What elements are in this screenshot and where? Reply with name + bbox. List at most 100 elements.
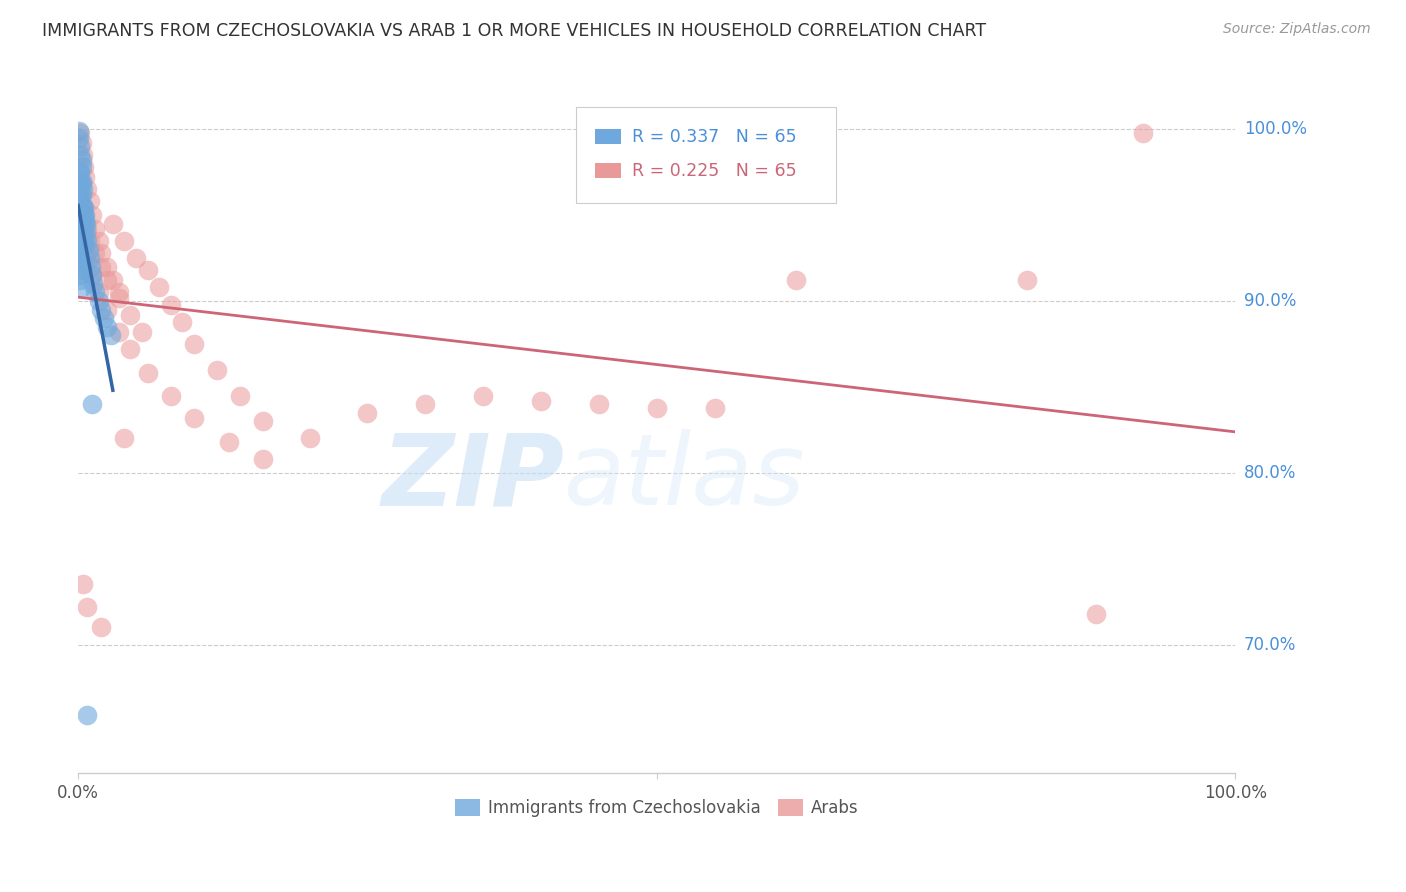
Point [69, 139, 91, 153]
Point [645, 401, 668, 415]
Point [82, 277, 104, 291]
Point [70, 211, 93, 226]
Point [229, 388, 252, 402]
Point [70, 174, 93, 188]
Point [218, 434, 240, 449]
Point [69, 234, 91, 248]
Point [69, 165, 91, 179]
Point [96, 302, 118, 317]
Text: R = 0.225   N = 65: R = 0.225 N = 65 [633, 161, 797, 180]
Bar [595, 163, 621, 178]
Point [76, 599, 98, 614]
Point [125, 251, 148, 265]
Point [73, 208, 96, 222]
Point [67, 131, 90, 145]
Bar [595, 129, 621, 145]
Point [67, 217, 90, 231]
Point [159, 297, 181, 311]
Point [73, 170, 96, 185]
Point [84, 246, 107, 260]
Point [1085, 607, 1108, 621]
Point [93, 311, 115, 326]
Point [77, 243, 100, 257]
Point [84, 222, 107, 236]
Point [1015, 273, 1038, 287]
Text: Source: ZipAtlas.com: Source: ZipAtlas.com [1223, 22, 1371, 37]
Text: atlas: atlas [564, 429, 806, 526]
Point [107, 291, 129, 305]
Point [72, 217, 94, 231]
Point [67, 246, 90, 260]
Point [112, 234, 135, 248]
Point [75, 251, 97, 265]
Point [107, 325, 129, 339]
Text: 80.0%: 80.0% [1244, 464, 1296, 482]
Point [588, 397, 610, 411]
Point [80, 268, 103, 283]
Point [785, 273, 807, 287]
Point [84, 285, 107, 300]
Point [73, 211, 96, 226]
Text: 100.0%: 100.0% [1244, 120, 1306, 138]
Point [69, 194, 91, 209]
Point [70, 280, 93, 294]
Point [67, 182, 90, 196]
Point [67, 194, 90, 209]
Point [67, 225, 90, 239]
Point [70, 136, 93, 150]
Point [1132, 126, 1154, 140]
Point [69, 126, 91, 140]
Point [70, 256, 93, 270]
Point [96, 319, 118, 334]
Point [73, 234, 96, 248]
Point [73, 208, 96, 222]
Point [70, 187, 93, 202]
Point [112, 432, 135, 446]
Point [87, 285, 110, 300]
Point [703, 401, 725, 415]
Point [67, 268, 90, 283]
Point [69, 222, 91, 236]
Point [69, 191, 91, 205]
Point [69, 273, 91, 287]
Point [183, 337, 205, 351]
Point [298, 432, 321, 446]
Point [70, 228, 93, 243]
Point [67, 165, 90, 179]
Point [67, 243, 90, 257]
Point [472, 388, 495, 402]
Point [80, 260, 103, 274]
Point [101, 217, 124, 231]
Text: 90.0%: 90.0% [1244, 292, 1296, 310]
Point [73, 239, 96, 253]
Point [107, 285, 129, 300]
Point [70, 228, 93, 243]
Point [76, 182, 98, 196]
Point [73, 200, 96, 214]
Text: ZIP: ZIP [381, 429, 564, 526]
Point [69, 174, 91, 188]
Point [75, 225, 97, 239]
Point [101, 273, 124, 287]
Point [67, 124, 90, 138]
Point [252, 414, 274, 428]
Point [87, 294, 110, 309]
Point [90, 246, 112, 260]
Text: IMMIGRANTS FROM CZECHOSLOVAKIA VS ARAB 1 OR MORE VEHICLES IN HOUSEHOLD CORRELATI: IMMIGRANTS FROM CZECHOSLOVAKIA VS ARAB 1… [42, 22, 986, 40]
Point [73, 217, 96, 231]
Point [100, 328, 122, 343]
Point [90, 302, 112, 317]
Point [67, 187, 90, 202]
Point [159, 388, 181, 402]
Point [73, 239, 96, 253]
Point [131, 325, 153, 339]
Point [79, 251, 101, 265]
Point [69, 204, 91, 219]
Point [69, 251, 91, 265]
Point [80, 397, 103, 411]
Point [136, 366, 159, 380]
Point [69, 148, 91, 162]
Point [96, 260, 118, 274]
Point [69, 251, 91, 265]
Point [75, 217, 97, 231]
